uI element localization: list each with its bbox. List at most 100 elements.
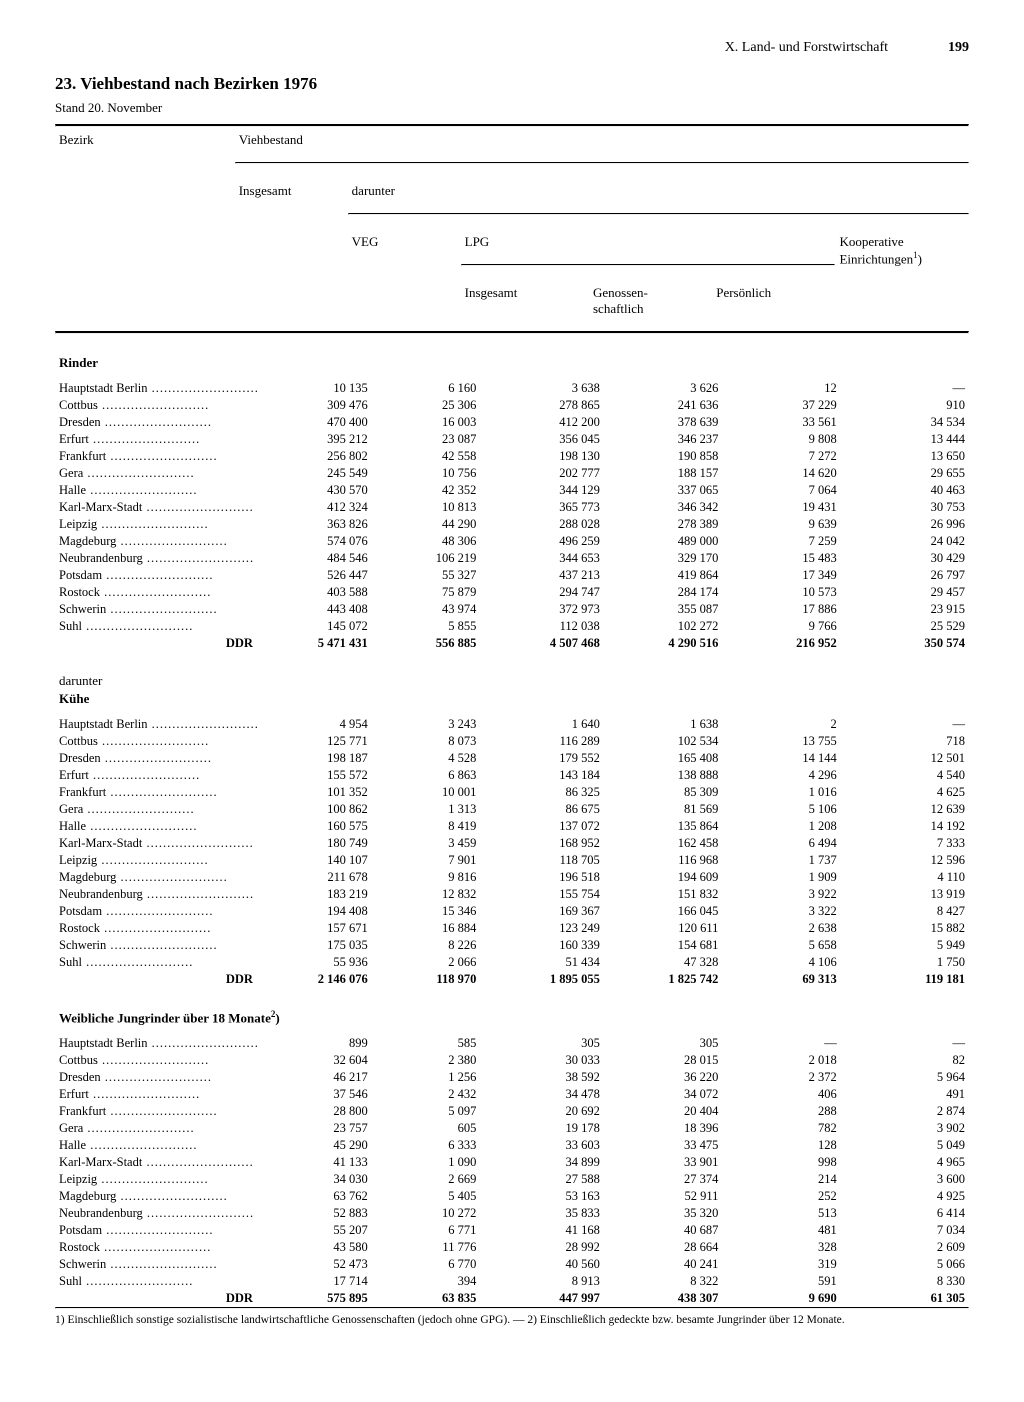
cell: 526 447 — [263, 567, 372, 584]
table-row: Leipzig140 1077 901118 705116 9681 73712… — [55, 852, 969, 869]
cell: 256 802 — [263, 448, 372, 465]
cell: 42 352 — [372, 482, 481, 499]
footnote: 1) Einschließlich sonstige sozialistisch… — [55, 1313, 969, 1327]
cell: 3 600 — [841, 1171, 969, 1188]
cell: 395 212 — [263, 431, 372, 448]
rule — [55, 1307, 969, 1309]
total-cell: 1 895 055 — [480, 971, 603, 988]
table-row: Dresden198 1874 528179 552165 40814 1441… — [55, 750, 969, 767]
section-heading: Kühe — [55, 690, 969, 708]
cell: 4 954 — [263, 716, 372, 733]
cell: 305 — [604, 1035, 723, 1052]
cell: 513 — [722, 1205, 840, 1222]
section-preface: darunter — [55, 672, 969, 690]
cell: 140 107 — [263, 852, 372, 869]
table-row: Karl-Marx-Stadt412 32410 813365 773346 3… — [55, 499, 969, 516]
cell: 24 042 — [841, 533, 969, 550]
cell: 288 028 — [480, 516, 603, 533]
table-row: Cottbus125 7718 073116 289102 53413 7557… — [55, 733, 969, 750]
cell: 443 408 — [263, 601, 372, 618]
cell: — — [841, 716, 969, 733]
cell: 496 259 — [480, 533, 603, 550]
cell: 15 882 — [841, 920, 969, 937]
cell: 5 405 — [372, 1188, 481, 1205]
cell: 305 — [480, 1035, 603, 1052]
cell: 344 129 — [480, 482, 603, 499]
cell: 3 459 — [372, 835, 481, 852]
cell: 180 749 — [263, 835, 372, 852]
cell: 12 596 — [841, 852, 969, 869]
cell: 106 219 — [372, 550, 481, 567]
cell: 3 922 — [722, 886, 840, 903]
cell: 10 272 — [372, 1205, 481, 1222]
cell: 154 681 — [604, 937, 723, 954]
cell: 40 560 — [480, 1256, 603, 1273]
table-row: Dresden46 2171 25638 59236 2202 3725 964 — [55, 1069, 969, 1086]
table-row: Neubrandenburg484 546106 219344 653329 1… — [55, 550, 969, 567]
cell: 7 064 — [722, 482, 840, 499]
cell: 34 030 — [263, 1171, 372, 1188]
cell: 365 773 — [480, 499, 603, 516]
cell: 37 546 — [263, 1086, 372, 1103]
cell: 245 549 — [263, 465, 372, 482]
cell: 19 431 — [722, 499, 840, 516]
cell: 412 200 — [480, 414, 603, 431]
cell: 4 625 — [841, 784, 969, 801]
table-row: Suhl17 7143948 9138 3225918 330 — [55, 1273, 969, 1290]
cell: 135 864 — [604, 818, 723, 835]
total-label: DDR — [55, 971, 263, 988]
cell: 26 797 — [841, 567, 969, 584]
table-row: Schwerin175 0358 226160 339154 6815 6585… — [55, 937, 969, 954]
cell: 18 396 — [604, 1120, 723, 1137]
row-label: Cottbus — [55, 733, 263, 750]
cell: 5 964 — [841, 1069, 969, 1086]
cell: 19 178 — [480, 1120, 603, 1137]
cell: 55 207 — [263, 1222, 372, 1239]
total-cell: 2 146 076 — [263, 971, 372, 988]
cell: 419 864 — [604, 567, 723, 584]
row-label: Gera — [55, 1120, 263, 1137]
table-title: 23. Viehbestand nach Bezirken 1976 — [55, 74, 969, 94]
total-cell: 69 313 — [722, 971, 840, 988]
table-row: Neubrandenburg52 88310 27235 83335 32051… — [55, 1205, 969, 1222]
cell: 278 389 — [604, 516, 723, 533]
table-row: Gera245 54910 756202 777188 15714 62029 … — [55, 465, 969, 482]
cell: 211 678 — [263, 869, 372, 886]
row-label: Hauptstadt Berlin — [55, 380, 263, 397]
total-label: DDR — [55, 635, 263, 652]
cell: 35 833 — [480, 1205, 603, 1222]
row-label: Magdeburg — [55, 533, 263, 550]
table-row: Potsdam526 44755 327437 213419 86417 349… — [55, 567, 969, 584]
cell: 4 540 — [841, 767, 969, 784]
cell: 43 580 — [263, 1239, 372, 1256]
cell: 2 066 — [372, 954, 481, 971]
table-row: Erfurt395 21223 087356 045346 2379 80813… — [55, 431, 969, 448]
cell: 1 256 — [372, 1069, 481, 1086]
cell: 128 — [722, 1137, 840, 1154]
cell: 52 911 — [604, 1188, 723, 1205]
cell: 188 157 — [604, 465, 723, 482]
cell: 2 638 — [722, 920, 840, 937]
cell: 470 400 — [263, 414, 372, 431]
cell: 137 072 — [480, 818, 603, 835]
cell: 1 909 — [722, 869, 840, 886]
cell: 17 349 — [722, 567, 840, 584]
cell: 5 658 — [722, 937, 840, 954]
cell: 355 087 — [604, 601, 723, 618]
cell: 41 133 — [263, 1154, 372, 1171]
cell: 6 863 — [372, 767, 481, 784]
cell: 7 333 — [841, 835, 969, 852]
row-label: Rostock — [55, 584, 263, 601]
cell: 2 018 — [722, 1052, 840, 1069]
table-row: Karl-Marx-Stadt180 7493 459168 952162 45… — [55, 835, 969, 852]
data-table: RinderHauptstadt Berlin10 1356 1603 6383… — [55, 334, 969, 1307]
cell: 9 808 — [722, 431, 840, 448]
col-bezirk: Bezirk — [55, 127, 235, 162]
cell: 40 463 — [841, 482, 969, 499]
cell: 37 229 — [722, 397, 840, 414]
cell: 8 913 — [480, 1273, 603, 1290]
cell: 34 899 — [480, 1154, 603, 1171]
cell: 3 626 — [604, 380, 723, 397]
total-cell: 438 307 — [604, 1290, 723, 1307]
cell: 13 650 — [841, 448, 969, 465]
